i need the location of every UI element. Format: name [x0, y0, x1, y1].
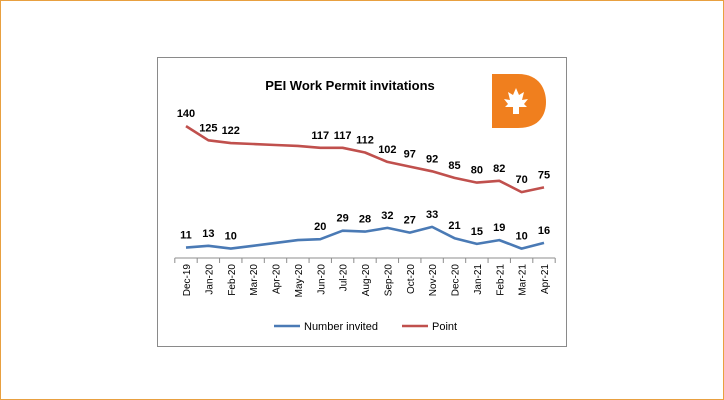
data-label: 21 — [448, 220, 460, 232]
data-label: 117 — [311, 130, 329, 142]
data-label: 82 — [493, 163, 505, 175]
data-label: 10 — [225, 231, 237, 243]
x-tick-label: Nov-20 — [428, 264, 439, 297]
data-label: 80 — [471, 165, 483, 177]
x-tick-label: Mar-21 — [518, 264, 529, 296]
x-tick-label: Jan-20 — [204, 264, 215, 295]
data-label: 16 — [538, 225, 550, 237]
data-label: 112 — [356, 135, 374, 147]
data-label: 29 — [337, 213, 349, 225]
x-tick-label: Apr-21 — [540, 264, 551, 294]
data-label: 15 — [471, 226, 483, 238]
data-label: 140 — [177, 108, 195, 120]
chart-title: PEI Work Permit invitations — [265, 78, 435, 93]
legend-label: Point — [432, 321, 457, 333]
x-tick-label: Dec-20 — [451, 264, 462, 297]
data-label: 102 — [378, 144, 396, 156]
data-label: 125 — [199, 122, 217, 134]
chart-container: PEI Work Permit invitations Dec-19 Jan-20… — [157, 57, 567, 347]
x-tick-label: Dec-19 — [182, 264, 193, 297]
x-tick-label: Jul-20 — [339, 264, 350, 292]
data-label: 92 — [426, 153, 438, 165]
x-tick-label: Sep-20 — [383, 264, 394, 297]
x-tick-label: Jun-20 — [316, 264, 327, 295]
data-label: 27 — [404, 215, 416, 227]
legend: Number invited Point — [274, 321, 457, 333]
x-tick-label: Mar-20 — [249, 264, 260, 296]
data-labels: 11 13 10 20 29 28 32 27 33 21 15 19 10 16 140 125 122 117… — [177, 108, 550, 242]
series-layer — [185, 125, 545, 250]
data-label: 11 — [180, 230, 192, 242]
data-label: 19 — [493, 222, 505, 234]
data-label: 122 — [222, 125, 240, 137]
data-label: 20 — [314, 221, 326, 233]
data-label: 75 — [538, 169, 550, 181]
data-label: 117 — [334, 130, 352, 142]
x-tick-label: May-20 — [294, 264, 305, 298]
series-line-number-invited — [185, 225, 545, 250]
data-label: 32 — [381, 210, 393, 222]
x-axis: Dec-19 Jan-20 Feb-20 Mar-20 Apr-20 May-20 Jun-… — [174, 257, 556, 298]
x-tick-label: Feb-21 — [495, 264, 506, 296]
data-label: 85 — [448, 160, 460, 172]
x-tick-label: Aug-20 — [361, 264, 372, 297]
data-label: 70 — [516, 174, 528, 186]
maple-leaf-icon — [504, 88, 528, 114]
brand-logo — [492, 74, 546, 128]
data-label: 10 — [516, 231, 528, 243]
x-tick-label: Apr-20 — [272, 264, 283, 294]
data-label: 13 — [202, 228, 214, 240]
data-label: 97 — [404, 149, 416, 161]
legend-label: Number invited — [304, 321, 378, 333]
data-label: 33 — [426, 209, 438, 221]
series-line-point — [185, 125, 545, 194]
chart-svg: PEI Work Permit invitations Dec-19 Jan-20… — [174, 74, 556, 333]
data-label: 28 — [359, 214, 371, 226]
x-tick-label: Jan-21 — [473, 264, 484, 295]
x-tick-label: Feb-20 — [227, 264, 238, 296]
x-tick-label: Oct-20 — [406, 264, 417, 294]
